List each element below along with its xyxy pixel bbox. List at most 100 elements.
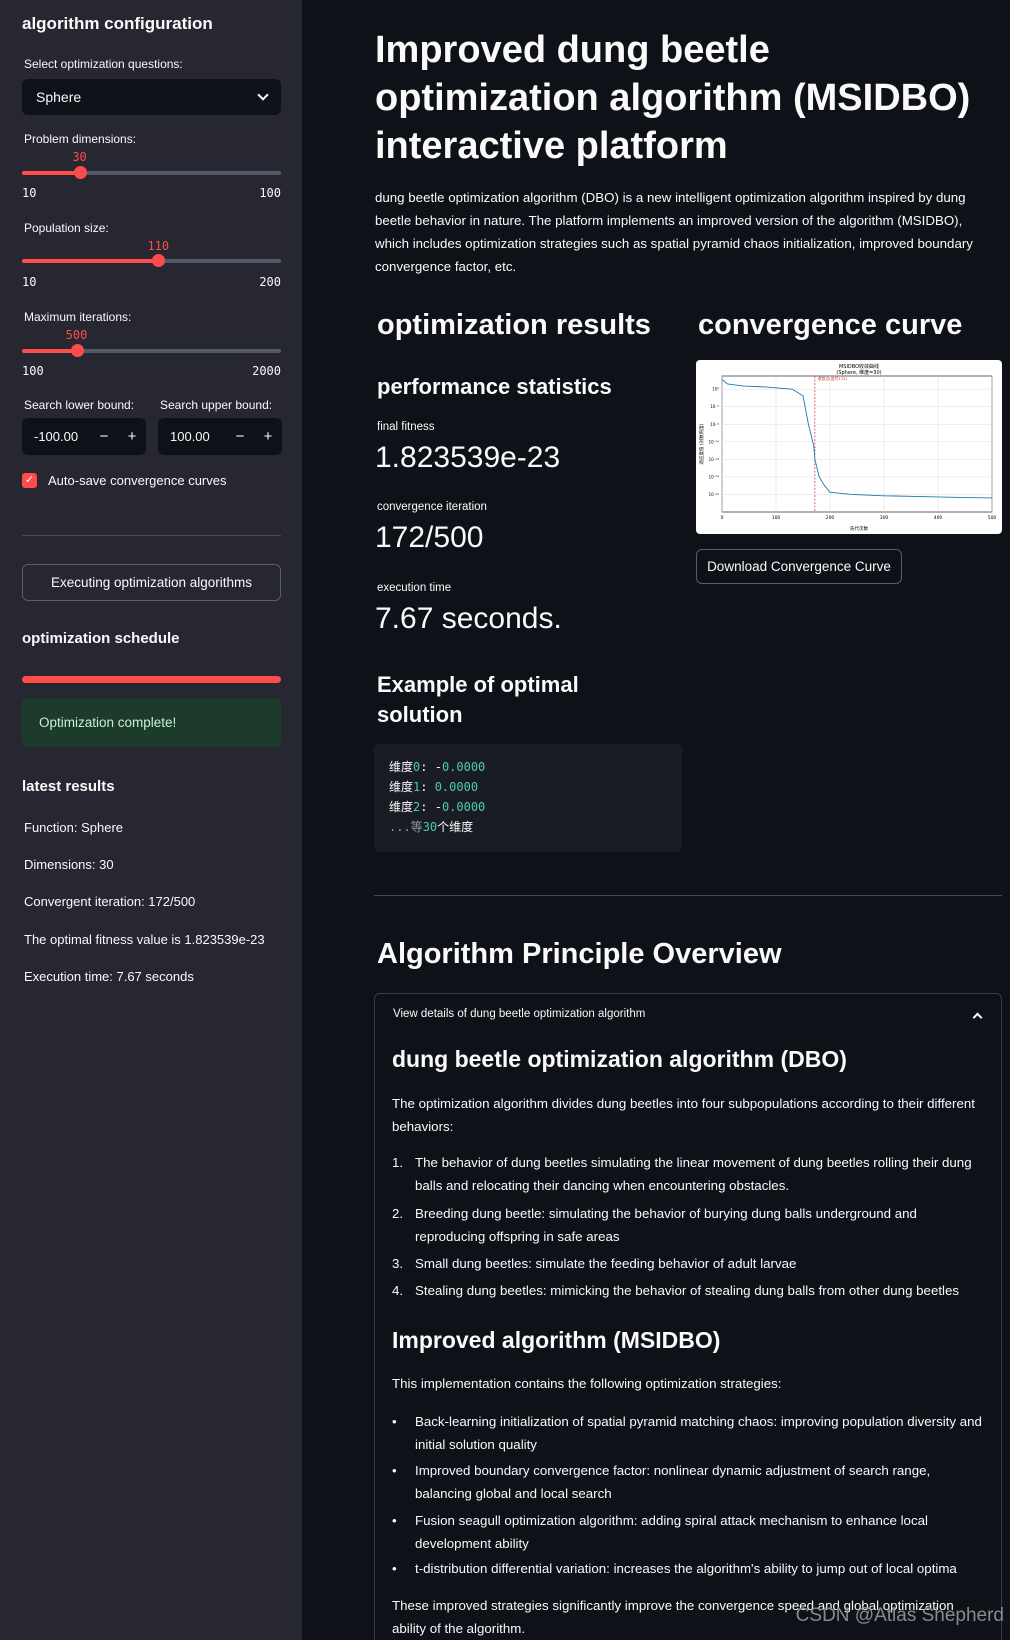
chart-title: MSIDBO收敛曲线 [839, 363, 879, 370]
y-tick-label: 10⁻⁶ [710, 422, 719, 427]
y-tick-label: 10⁻¹⁴ [709, 457, 720, 462]
list-item: 3. Small dung beetles: simulate the feedi… [392, 1256, 797, 1271]
upper-bound-label: Search upper bound: [160, 398, 273, 412]
y-tick-label: 10⁻¹⁰ [709, 439, 720, 444]
solution-code-block: 维度0: -0.0000 维度1: 0.0000 维度2: -0.0000 ..… [374, 744, 682, 852]
result-iteration: Convergent iteration: 172/500 [24, 894, 196, 909]
metric-label: final fitness [377, 421, 435, 433]
msidbo-intro: This implementation contains the followi… [392, 1376, 782, 1391]
result-function: Function: Sphere [24, 820, 124, 835]
result-dimensions: Dimensions: 30 [24, 857, 114, 872]
slider-thumb[interactable] [152, 254, 166, 267]
code-line: 维度1: 0.0000 [389, 780, 479, 794]
slider-fill [22, 259, 159, 263]
watermark: CSDN @Atlas Shepherd [795, 1605, 1004, 1626]
msidbo-heading: Improved algorithm (MSIDBO) [392, 1327, 721, 1353]
metric-label: convergence iteration [377, 501, 487, 513]
result-time: Execution time: 7.67 seconds [24, 969, 194, 984]
principle-heading: Algorithm Principle Overview [377, 938, 782, 970]
select-value: Sphere [36, 89, 82, 105]
x-axis-label: 迭代次数 [850, 525, 868, 532]
decrement-button[interactable]: − [99, 428, 109, 445]
x-tick-label: 0 [721, 515, 724, 521]
algorithm-details-expander[interactable]: View details of dung beetle optimization… [374, 993, 1002, 1640]
chart-subtitle: (Sphere, 维度=30) [836, 369, 881, 376]
lower-bound-input[interactable]: -100.00 − + [22, 418, 146, 455]
latest-results-heading: latest results [22, 778, 115, 795]
run-optimization-button[interactable]: Executing optimization algorithms [22, 564, 281, 601]
function-select[interactable]: Sphere [22, 79, 281, 115]
x-tick-label: 200 [826, 515, 835, 521]
chart-ticks: 0 100 200 300 400 500 10² 10⁻² 10⁻⁶ 10⁻¹⁰ 10⁻¹⁴ 10⁻… [709, 387, 997, 521]
convergence-marker-label: 收敛点(迭代172) [818, 376, 848, 381]
code-line: ...等30个维度 [389, 820, 474, 834]
dimensions-slider[interactable] [22, 166, 281, 179]
page-title: Improved dung beetle optimization algori… [375, 29, 971, 167]
success-alert: Optimization complete! [22, 698, 281, 747]
results-heading: optimization results [377, 309, 651, 341]
series-line [721, 379, 993, 499]
y-tick-label: 10² [712, 387, 719, 392]
x-tick-label: 300 [880, 515, 889, 521]
population-label: Population size: [24, 221, 109, 235]
progress-bar [22, 676, 281, 683]
increment-button[interactable]: + [127, 428, 137, 445]
expander-header[interactable]: View details of dung beetle optimization… [393, 1008, 646, 1020]
metric-value: 1.823539e-23 [375, 441, 561, 474]
chevron-down-icon [257, 89, 269, 101]
slider-fill [22, 171, 80, 175]
autosave-label[interactable]: Auto-save convergence curves [48, 473, 227, 488]
divider [374, 895, 1002, 896]
decrement-button[interactable]: − [235, 428, 245, 445]
convergence-chart-svg: MSIDBO收敛曲线 (Sphere, 维度=30) 0 100 200 300 400… [698, 363, 997, 532]
result-fitness: The optimal fitness value is 1.823539e-2… [24, 932, 265, 947]
y-tick-label: 10⁻¹⁸ [709, 474, 720, 479]
iterations-label: Maximum iterations: [24, 310, 132, 324]
chevron-up-icon[interactable] [972, 1012, 983, 1023]
metric-value: 172/500 [375, 521, 484, 554]
slider-min: 10 [22, 186, 37, 200]
plot-area [721, 375, 993, 513]
closing-text: These improved strategies significantly … [392, 1598, 954, 1636]
lower-bound-label: Search lower bound: [24, 398, 135, 412]
slider-max: 100 [259, 186, 281, 200]
upper-bound-input[interactable]: 100.00 − + [158, 418, 282, 455]
dbo-intro: The optimization algorithm divides dung … [392, 1096, 975, 1134]
x-tick-label: 400 [934, 515, 943, 521]
autosave-checkbox[interactable]: ✓ [22, 473, 37, 488]
iterations-slider[interactable] [22, 344, 281, 357]
intro-text: dung beetle optimization algorithm (DBO)… [375, 190, 973, 274]
sidebar-title: algorithm configuration [22, 14, 213, 33]
list-item: • Improved boundary convergence factor: n… [392, 1463, 931, 1501]
slider-fill [22, 349, 77, 353]
slider-max: 2000 [252, 364, 281, 378]
convergence-chart: MSIDBO收敛曲线 (Sphere, 维度=30) 0 100 200 300 400… [696, 360, 1002, 534]
list-item: • Back-learning initialization of spatial… [392, 1414, 982, 1452]
population-slider[interactable] [22, 254, 281, 267]
list-item: 4. Stealing dung beetles: mimicking the b… [392, 1283, 960, 1298]
list-item: 1. The behavior of dung beetles simulatin… [392, 1155, 972, 1193]
y-axis-label: 适应度值 (对数刻度) [698, 423, 705, 464]
example-heading: Example of optimal solution [377, 672, 579, 727]
divider [22, 535, 281, 536]
schedule-heading: optimization schedule [22, 630, 180, 647]
metric-label: execution time [377, 582, 452, 594]
upper-bound-value: 100.00 [170, 429, 210, 444]
population-value: 110 [147, 239, 170, 253]
list-item: • t-distribution differential variation: … [392, 1561, 957, 1576]
x-tick-label: 100 [772, 515, 781, 521]
slider-thumb[interactable] [70, 344, 84, 357]
slider-max: 200 [259, 275, 281, 289]
dbo-heading: dung beetle optimization algorithm (DBO) [392, 1046, 847, 1072]
sidebar: algorithm configuration Select optimizat… [0, 0, 302, 1640]
download-curve-button[interactable]: Download Convergence Curve [696, 549, 902, 584]
code-line: 维度2: -0.0000 [389, 800, 486, 814]
list-item: 2. Breeding dung beetle: simulating the b… [392, 1206, 917, 1244]
slider-thumb[interactable] [73, 166, 87, 179]
slider-min: 100 [22, 364, 44, 378]
code-line: 维度0: -0.0000 [389, 760, 486, 774]
increment-button[interactable]: + [263, 428, 273, 445]
slider-min: 10 [22, 275, 37, 289]
metric-value: 7.67 seconds. [375, 602, 562, 635]
y-tick-label: 10⁻²² [709, 492, 720, 497]
